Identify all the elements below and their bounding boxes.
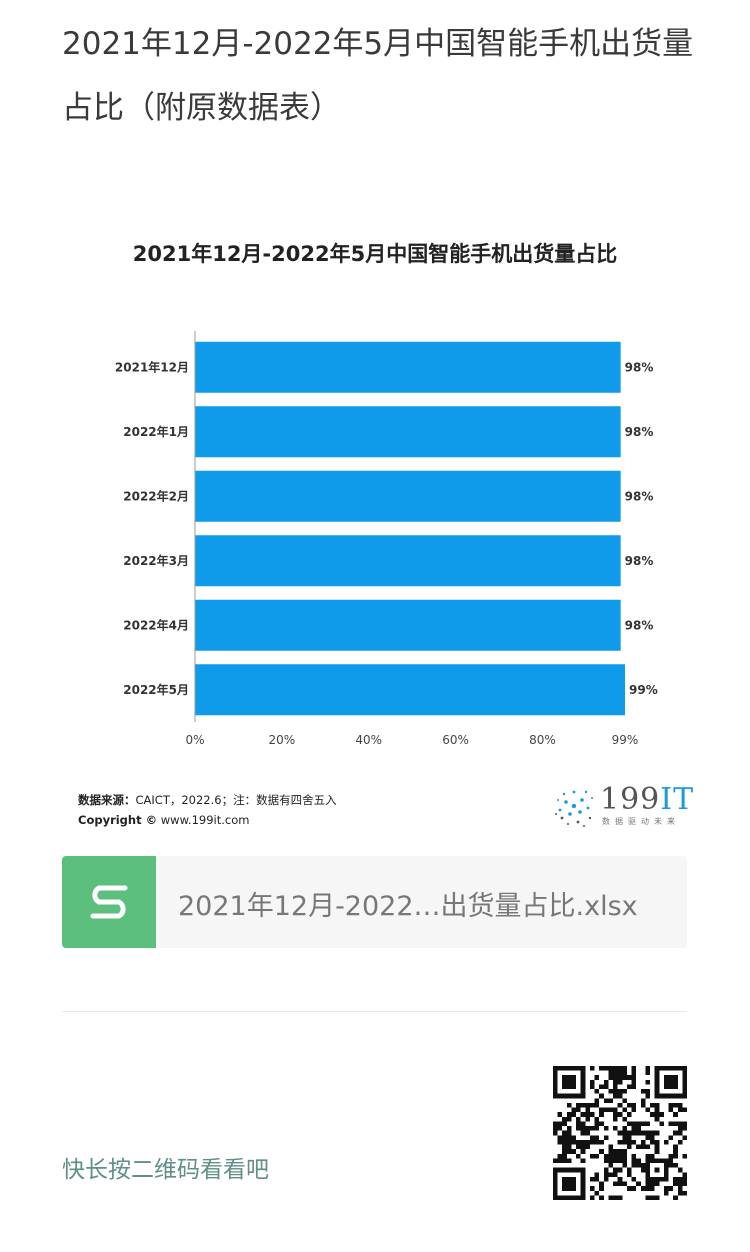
source-text: CAICT，2022.6；注：数据有四舍五入 [135,793,337,807]
bar [195,406,621,458]
bar [195,599,621,651]
chart-title: 2021年12月-2022年5月中国智能手机出货量占比 [132,242,618,266]
attachment-card[interactable]: 2021年12月-2022…出货量占比.xlsx [62,856,687,948]
source-label: 数据来源： [78,793,136,807]
article-title: 2021年12月-2022年5月中国智能手机出货量占比（附原数据表） [62,26,694,126]
x-tick-label: 40% [355,733,382,747]
category-label: 2022年5月 [123,682,189,697]
category-label: 2022年1月 [123,424,189,439]
copyright-site: www.199it.com [160,813,250,827]
logo-tagline: 数据驱动未来 [602,817,680,826]
category-label: 2022年3月 [123,553,189,568]
copyright-label: Copyright © [78,813,158,827]
bar [195,341,621,393]
data-label: 98% [625,425,654,439]
x-tick-label: 80% [529,733,556,747]
bar [195,470,621,522]
logo-number: 199 [600,782,661,817]
data-label: 98% [625,360,654,374]
logo-suffix: IT [660,782,695,817]
data-label: 98% [625,489,654,503]
chart-image[interactable]: 2021年12月-2022年5月中国智能手机出货量占比 2021年12月 98% 2… [62,222,693,838]
divider [62,1011,687,1012]
x-tick-label: 0% [185,733,204,747]
data-label: 99% [629,683,658,697]
category-label: 2022年2月 [123,488,189,503]
bar-chart: 2021年12月 98% 2022年1月 98% 2022年2月 98% 2022年3月 98… [115,331,658,747]
attachment-file-name: 2021年12月-2022…出货量占比.xlsx [178,891,638,922]
data-label: 98% [625,554,654,568]
qr-hint-text: 快长按二维码看看吧 [62,1157,269,1183]
dots-logo-icon [555,790,593,827]
bar [195,664,625,716]
x-tick-label: 60% [442,733,469,747]
logo-text: 199IT [600,782,694,817]
qr-code[interactable] [553,1066,687,1200]
x-tick-label: 20% [269,733,296,747]
category-label: 2021年12月 [115,359,189,374]
x-tick-label: 99% [612,733,639,747]
chart-source: 数据来源：CAICT，2022.6；注：数据有四舍五入 Copyright © … [78,790,337,830]
spreadsheet-s-icon [62,856,156,948]
logo-199it: 199IT 数据驱动未来 [552,782,693,830]
category-label: 2022年4月 [123,617,189,632]
data-label: 98% [625,618,654,632]
bar [195,535,621,587]
